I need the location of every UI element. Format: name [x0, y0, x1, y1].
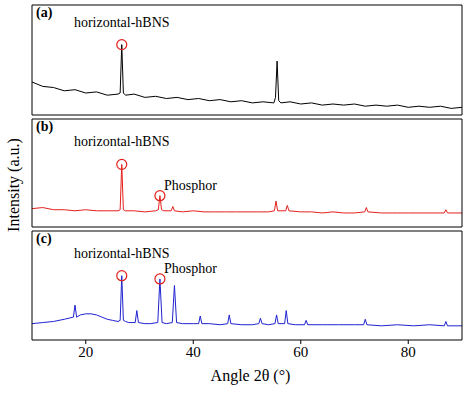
html-text:(a): (a)	[36, 5, 53, 20]
html-text:Intensity (a.u.): Intensity (a.u.)	[5, 138, 22, 232]
svg-text:40: 40	[186, 344, 201, 360]
svg-text:20: 20	[78, 344, 93, 360]
svg-text:horizontal-hBNS: horizontal-hBNS	[74, 134, 170, 149]
html-text:(b): (b)	[36, 119, 54, 134]
svg-text:horizontal-hBNS: horizontal-hBNS	[74, 246, 170, 261]
svg-text:60: 60	[293, 344, 308, 360]
svg-text:80: 80	[401, 344, 416, 360]
svg-text:Phosphor: Phosphor	[164, 261, 217, 276]
html-text:Angle 2θ (°): Angle 2θ (°)	[210, 367, 291, 384]
svg-text:horizontal-hBNS: horizontal-hBNS	[74, 15, 170, 30]
svg-text:Phosphor: Phosphor	[164, 178, 217, 193]
html-text:(c): (c)	[36, 231, 52, 246]
